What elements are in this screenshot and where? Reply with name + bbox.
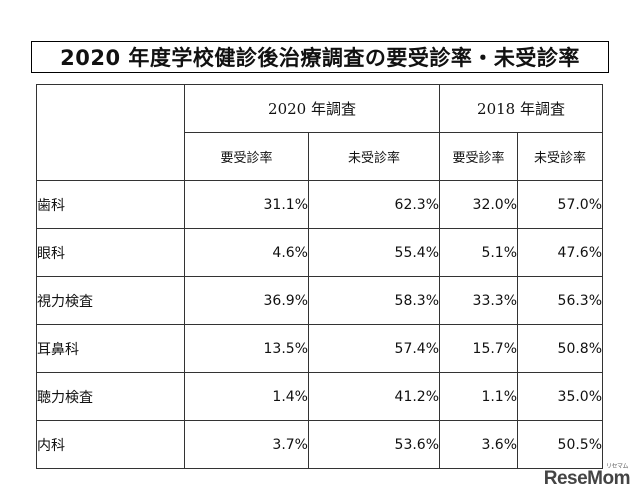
value-2018-unvisited: 57.0%: [517, 180, 604, 229]
value-2020-need: 36.9%: [184, 276, 309, 325]
survey-table: 2020 年調査 2018 年調査 要受診率 未受診率 要受診率 未受診率 歯科…: [36, 84, 604, 469]
row-label: 視力検査: [36, 276, 185, 325]
col-header-2018-need: 要受診率: [439, 132, 519, 181]
value-2018-unvisited: 56.3%: [517, 276, 604, 325]
value-2018-unvisited: 50.5%: [517, 420, 604, 469]
table-row: 眼科 4.6% 55.4% 5.1% 47.6%: [36, 228, 604, 277]
table-header-row-groups: 2020 年調査 2018 年調査: [36, 84, 604, 181]
col-header-2020-need: 要受診率: [184, 132, 309, 181]
col-header-2020-unvisited: 未受診率: [307, 132, 441, 181]
table-row: 歯科 31.1% 62.3% 32.0% 57.0%: [36, 180, 604, 229]
corner-cell: [36, 84, 185, 181]
row-label: 歯科: [36, 180, 185, 229]
table-row: 視力検査 36.9% 58.3% 33.3% 56.3%: [36, 276, 604, 325]
row-label: 聴力検査: [36, 372, 185, 421]
row-label: 眼科: [36, 228, 185, 277]
value-2020-need: 4.6%: [184, 228, 309, 277]
value-2020-unvisited: 58.3%: [307, 276, 441, 325]
row-label: 内科: [36, 420, 185, 469]
value-2018-need: 15.7%: [439, 324, 519, 373]
value-2018-need: 3.6%: [439, 420, 519, 469]
value-2020-need: 1.4%: [184, 372, 309, 421]
resemom-watermark-logo: ReseMom リセマム: [543, 464, 631, 490]
value-2020-unvisited: 55.4%: [307, 228, 441, 277]
col-header-2018-unvisited: 未受診率: [517, 132, 604, 181]
watermark-text: ReseMom: [543, 468, 631, 489]
value-2018-need: 32.0%: [439, 180, 519, 229]
value-2018-unvisited: 47.6%: [517, 228, 604, 277]
value-2020-unvisited: 53.6%: [307, 420, 441, 469]
value-2020-need: 3.7%: [184, 420, 309, 469]
watermark-kana: リセマム: [605, 464, 629, 470]
table-row: 内科 3.7% 53.6% 3.6% 50.5%: [36, 420, 604, 469]
value-2020-unvisited: 41.2%: [307, 372, 441, 421]
table-row: 耳鼻科 13.5% 57.4% 15.7% 50.8%: [36, 324, 604, 373]
group-header-2020: 2020 年調査: [183, 84, 441, 133]
table-row: 聴力検査 1.4% 41.2% 1.1% 35.0%: [36, 372, 604, 421]
value-2018-need: 5.1%: [439, 228, 519, 277]
page-title: 2020 年度学校健診後治療調査の要受診率・未受診率: [31, 41, 609, 73]
value-2018-need: 1.1%: [439, 372, 519, 421]
value-2018-unvisited: 50.8%: [517, 324, 604, 373]
row-label: 耳鼻科: [36, 324, 185, 373]
table-header-row-columns: 要受診率 未受診率 要受診率 未受診率: [37, 132, 604, 181]
value-2020-unvisited: 62.3%: [307, 180, 441, 229]
group-header-2018: 2018 年調査: [439, 84, 604, 133]
value-2018-need: 33.3%: [439, 276, 519, 325]
value-2020-need: 31.1%: [184, 180, 309, 229]
value-2020-need: 13.5%: [184, 324, 309, 373]
value-2018-unvisited: 35.0%: [517, 372, 604, 421]
value-2020-unvisited: 57.4%: [307, 324, 441, 373]
